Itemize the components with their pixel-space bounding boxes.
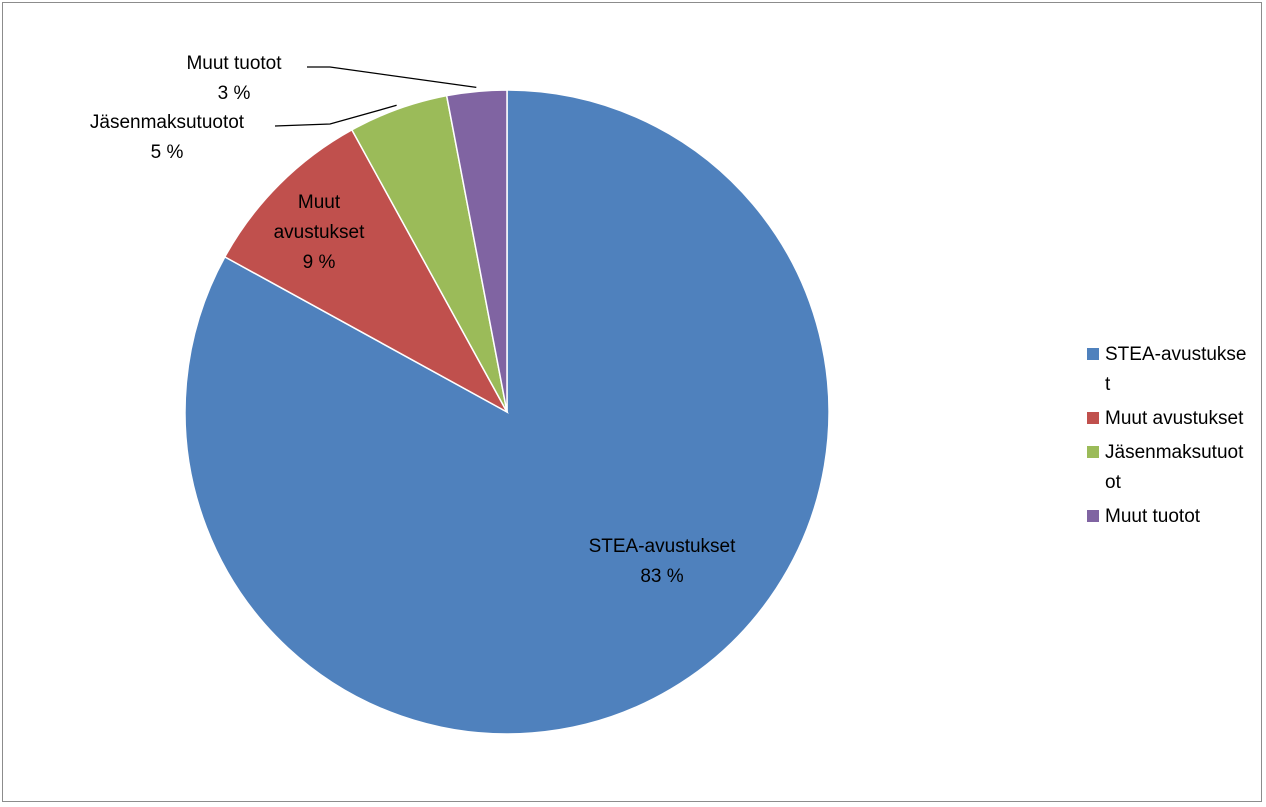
data-label: STEA-avustukset 83 % <box>589 536 736 587</box>
pie-slice <box>223 128 509 414</box>
legend-label: Muut tuotot <box>1105 506 1201 527</box>
data-label: Muut avustukset 9 % <box>274 192 366 273</box>
legend-item: Jäsenmaksutuotot <box>1087 438 1257 498</box>
legend: STEA-avustukset Muut avustukset Jäsenmak… <box>1087 340 1257 536</box>
pie-slices <box>184 89 830 735</box>
legend-label: Jäsenmaksutuotot <box>1105 442 1244 493</box>
leader-lines <box>274 66 477 127</box>
pie-slice <box>445 89 508 413</box>
data-label: Muut tuotot 3 % <box>186 53 282 104</box>
legend-label: Muut avustukset <box>1105 408 1244 429</box>
legend-swatch <box>1087 510 1099 522</box>
legend-item: STEA-avustukset <box>1087 340 1257 400</box>
leader-line <box>274 104 397 127</box>
legend-swatch <box>1087 446 1099 458</box>
leader-line <box>307 66 477 89</box>
legend-swatch <box>1087 412 1099 424</box>
legend-swatch <box>1087 348 1099 360</box>
legend-item: Muut tuotot <box>1087 502 1257 532</box>
legend-label: STEA-avustukset <box>1105 344 1247 395</box>
legend-item: Muut avustukset <box>1087 404 1257 434</box>
data-labels: STEA-avustukset 83 % Muut avustukset 9 % Jäse… <box>90 53 736 587</box>
data-label: Jäsenmaksutuotot 5 % <box>90 112 245 163</box>
